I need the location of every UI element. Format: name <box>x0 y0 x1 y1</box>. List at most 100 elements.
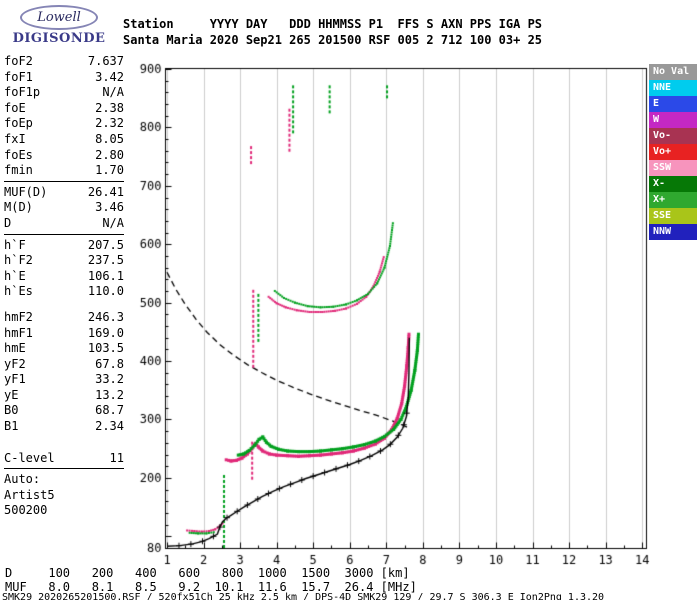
param-value: 2.32 <box>95 116 124 131</box>
param-label: yF1 <box>4 372 26 387</box>
param-value: 246.3 <box>87 309 124 324</box>
param-value: 13.2 <box>95 387 124 402</box>
param-value: 110.0 <box>87 284 124 299</box>
lowell-digisonde-logo: Lowell DIGISONDE <box>8 5 110 46</box>
legend-item-w: W <box>649 112 697 128</box>
param-row-fxi: fxI 8.05 <box>4 132 124 148</box>
param-value: 1.70 <box>95 163 124 178</box>
param-label: foEp <box>4 116 33 131</box>
param-row-hes: h`Es 110.0 <box>4 284 124 300</box>
param-label: yF2 <box>4 356 26 371</box>
param-row-clevel: C-level 11 <box>4 451 124 467</box>
legend-item-no-val: No Val <box>649 64 697 80</box>
param-row-artist5: Artist5 <box>4 488 124 504</box>
header-column-titles: Station YYYY DAY DDD HHMMSS P1 FFS S AXN… <box>123 17 543 31</box>
param-value: 67.8 <box>95 356 124 371</box>
param-value: 7.637 <box>87 54 124 68</box>
echo-color-legend: No Val NNE E W Vo- Vo+ SSW X- X+ SSE NNW <box>649 64 697 240</box>
legend-item-ssw: SSW <box>649 160 697 176</box>
param-value: 8.05 <box>95 131 124 146</box>
param-row-hmf2: hmF2 246.3 <box>4 310 124 326</box>
legend-item-nnw: NNW <box>649 224 697 240</box>
panel-gap <box>4 300 124 310</box>
legend-item-vo+: Vo+ <box>649 144 697 160</box>
param-value: 3.46 <box>95 200 124 215</box>
param-value: 103.5 <box>87 341 124 356</box>
param-row-yf1: yF1 33.2 <box>4 372 124 388</box>
param-label: h`F2 <box>4 253 33 268</box>
param-label: hmF2 <box>4 309 33 324</box>
panel-gap <box>4 435 124 451</box>
param-row-yf2: yF2 67.8 <box>4 357 124 373</box>
param-row-hf2: h`F2 237.5 <box>4 253 124 269</box>
param-row-500200: 500200 <box>4 503 124 519</box>
param-row-hmf1: hmF1 169.0 <box>4 326 124 342</box>
param-row-foep: foEp 2.32 <box>4 116 124 132</box>
param-label: 500200 <box>4 503 48 518</box>
param-value: 237.5 <box>87 253 124 268</box>
legend-item-x-: X- <box>649 176 697 192</box>
header-values: Santa Maria 2020 Sep21 265 201500 RSF 00… <box>123 33 543 47</box>
param-value: 33.2 <box>95 372 124 387</box>
param-value: 26.41 <box>87 184 124 199</box>
param-row-ye: yE 13.2 <box>4 388 124 404</box>
param-value: 169.0 <box>87 325 124 340</box>
legend-item-nne: NNE <box>649 80 697 96</box>
param-row-fmin: fmin 1.70 <box>4 163 124 179</box>
param-row-b1: B1 2.34 <box>4 419 124 435</box>
param-value: 68.7 <box>95 403 124 418</box>
legend-item-e: E <box>649 96 697 112</box>
param-label: h`F <box>4 237 26 252</box>
param-row-foes: foEs 2.80 <box>4 148 124 164</box>
param-value: N/A <box>102 85 124 100</box>
param-label: M(D) <box>4 200 33 215</box>
param-label: hmF1 <box>4 325 33 340</box>
param-row-b0: B0 68.7 <box>4 403 124 419</box>
param-label: C-level <box>4 450 55 465</box>
param-label: fmin <box>4 163 33 178</box>
station-header: Station YYYY DAY DDD HHMMSS P1 FFS S AXN… <box>123 16 542 48</box>
param-label: foEs <box>4 147 33 162</box>
muf-table-row: MUF 8.0 8.1 8.5 9.2 10.1 11.6 15.7 26.4 … <box>5 580 417 594</box>
param-label: h`E <box>4 268 26 283</box>
param-row-md: M(D) 3.46 <box>4 200 124 216</box>
param-row-hf: h`F 207.5 <box>4 238 124 254</box>
param-row-fof2: foF2 7.637 <box>4 54 124 70</box>
param-value: 2.34 <box>95 419 124 434</box>
param-row-foe: foE 2.38 <box>4 101 124 117</box>
param-label: foF2 <box>4 54 33 68</box>
logo-digisonde-text: DIGISONDE <box>12 31 106 46</box>
distance-row: D 100 200 400 600 800 1000 1500 3000 [km… <box>5 566 410 580</box>
param-value: 106.1 <box>87 268 124 283</box>
param-value: 207.5 <box>87 237 124 252</box>
param-label: foF1 <box>4 69 33 84</box>
param-label: foF1p <box>4 85 41 100</box>
legend-item-sse: SSE <box>649 208 697 224</box>
parameter-panel: foF2 7.637 foF1 3.42 foF1p N/A foE 2.38 foEp 2.32… <box>4 54 124 519</box>
logo-lowell-text: Lowell <box>20 5 98 30</box>
param-value: 3.42 <box>95 69 124 84</box>
param-label: hmE <box>4 341 26 356</box>
param-value: 11 <box>109 450 124 465</box>
param-row-fof1p: foF1p N/A <box>4 85 124 101</box>
param-row-d: D N/A <box>4 216 124 232</box>
param-label: B0 <box>4 403 19 418</box>
param-row-mufd: MUF(D) 26.41 <box>4 185 124 201</box>
param-label: Auto: <box>4 472 41 487</box>
param-row-auto: Auto: <box>4 472 124 488</box>
param-label: yE <box>4 387 19 402</box>
param-label: D <box>4 215 12 230</box>
legend-item-x+: X+ <box>649 192 697 208</box>
param-value: 2.80 <box>95 147 124 162</box>
param-value: N/A <box>102 215 124 230</box>
status-line: SMK29_2020265201500.RSF / 520fx51Ch 25 k… <box>2 592 605 600</box>
legend-item-vo-: Vo- <box>649 128 697 144</box>
param-value: 2.38 <box>95 100 124 115</box>
param-row-he: h`E 106.1 <box>4 269 124 285</box>
param-row-hme: hmE 103.5 <box>4 341 124 357</box>
param-label: B1 <box>4 419 19 434</box>
param-row-fof1: foF1 3.42 <box>4 70 124 86</box>
param-label: foE <box>4 100 26 115</box>
